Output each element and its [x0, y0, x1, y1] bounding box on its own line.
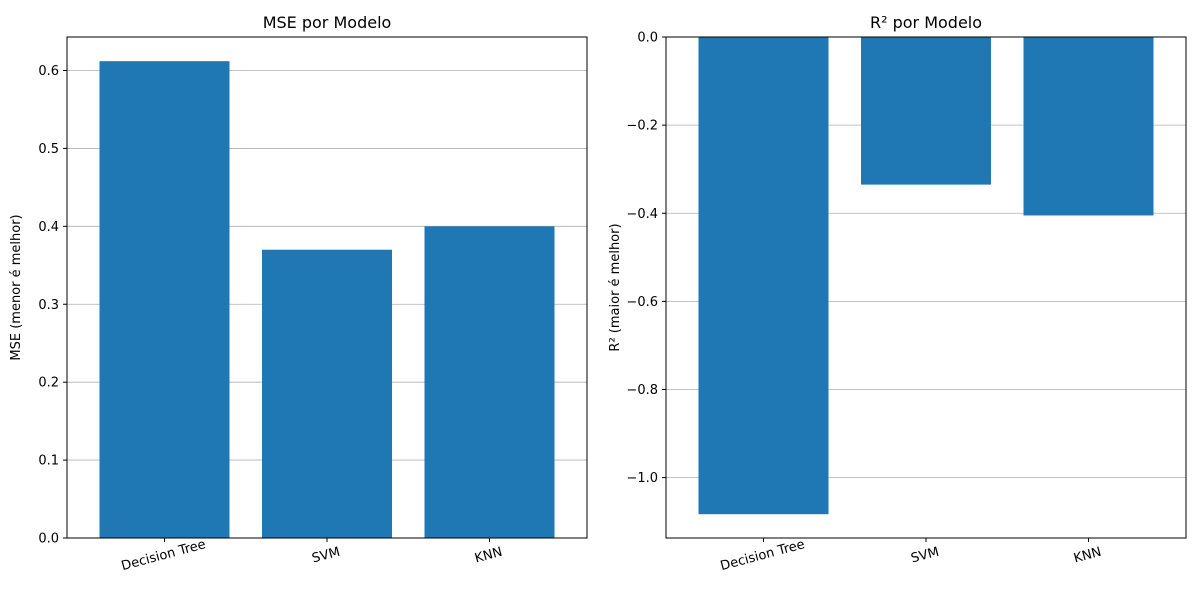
mse-ytick-label: 0.4: [38, 220, 59, 235]
r2-ytick-label: −0.8: [626, 383, 658, 398]
mse-chart-panel: 0.0 0.1 0.2 0.3 0.4 0.5 0.6 Decision Tree SVM KNN…: [9, 13, 588, 574]
mse-xtick-label: Decision Tree: [120, 537, 208, 574]
mse-y-axis-label: MSE (menor é melhor): [9, 214, 24, 360]
mse-ytick-label: 0.5: [38, 142, 59, 157]
r2-chart-title: R² por Modelo: [870, 13, 982, 32]
mse-chart-title: MSE por Modelo: [263, 13, 392, 32]
mse-ytick-label: 0.1: [38, 454, 59, 469]
r2-chart-panel: 0.0 −0.2 −0.4 −0.6 −0.8 −1.0 Decision Tree SVM K…: [608, 13, 1187, 574]
r2-xtick-label: SVM: [909, 545, 940, 567]
mse-bar: [424, 226, 555, 538]
mse-xtick-label: SVM: [310, 545, 341, 567]
mse-ytick-label: 0.3: [38, 298, 59, 313]
r2-ytick-label: −1.0: [626, 471, 658, 486]
r2-y-axis-label: R² (maior é melhor): [608, 223, 623, 351]
mse-ytick-label: 0.0: [38, 532, 59, 547]
mse-xtick-label: KNN: [473, 545, 504, 567]
mse-ytick-label: 0.6: [38, 64, 59, 79]
r2-xtick-label: Decision Tree: [719, 537, 807, 574]
r2-bar: [1023, 37, 1154, 216]
r2-ytick-label: −0.2: [626, 119, 658, 134]
r2-bar: [698, 37, 829, 515]
r2-bar: [861, 37, 991, 185]
mse-bar: [99, 61, 230, 539]
r2-ytick-label: −0.6: [626, 295, 658, 310]
r2-xtick-label: KNN: [1072, 545, 1103, 567]
mse-bar: [262, 249, 392, 538]
r2-ytick-label: 0.0: [637, 31, 658, 46]
mse-ytick-label: 0.2: [38, 376, 59, 391]
r2-ytick-label: −0.4: [626, 207, 658, 222]
